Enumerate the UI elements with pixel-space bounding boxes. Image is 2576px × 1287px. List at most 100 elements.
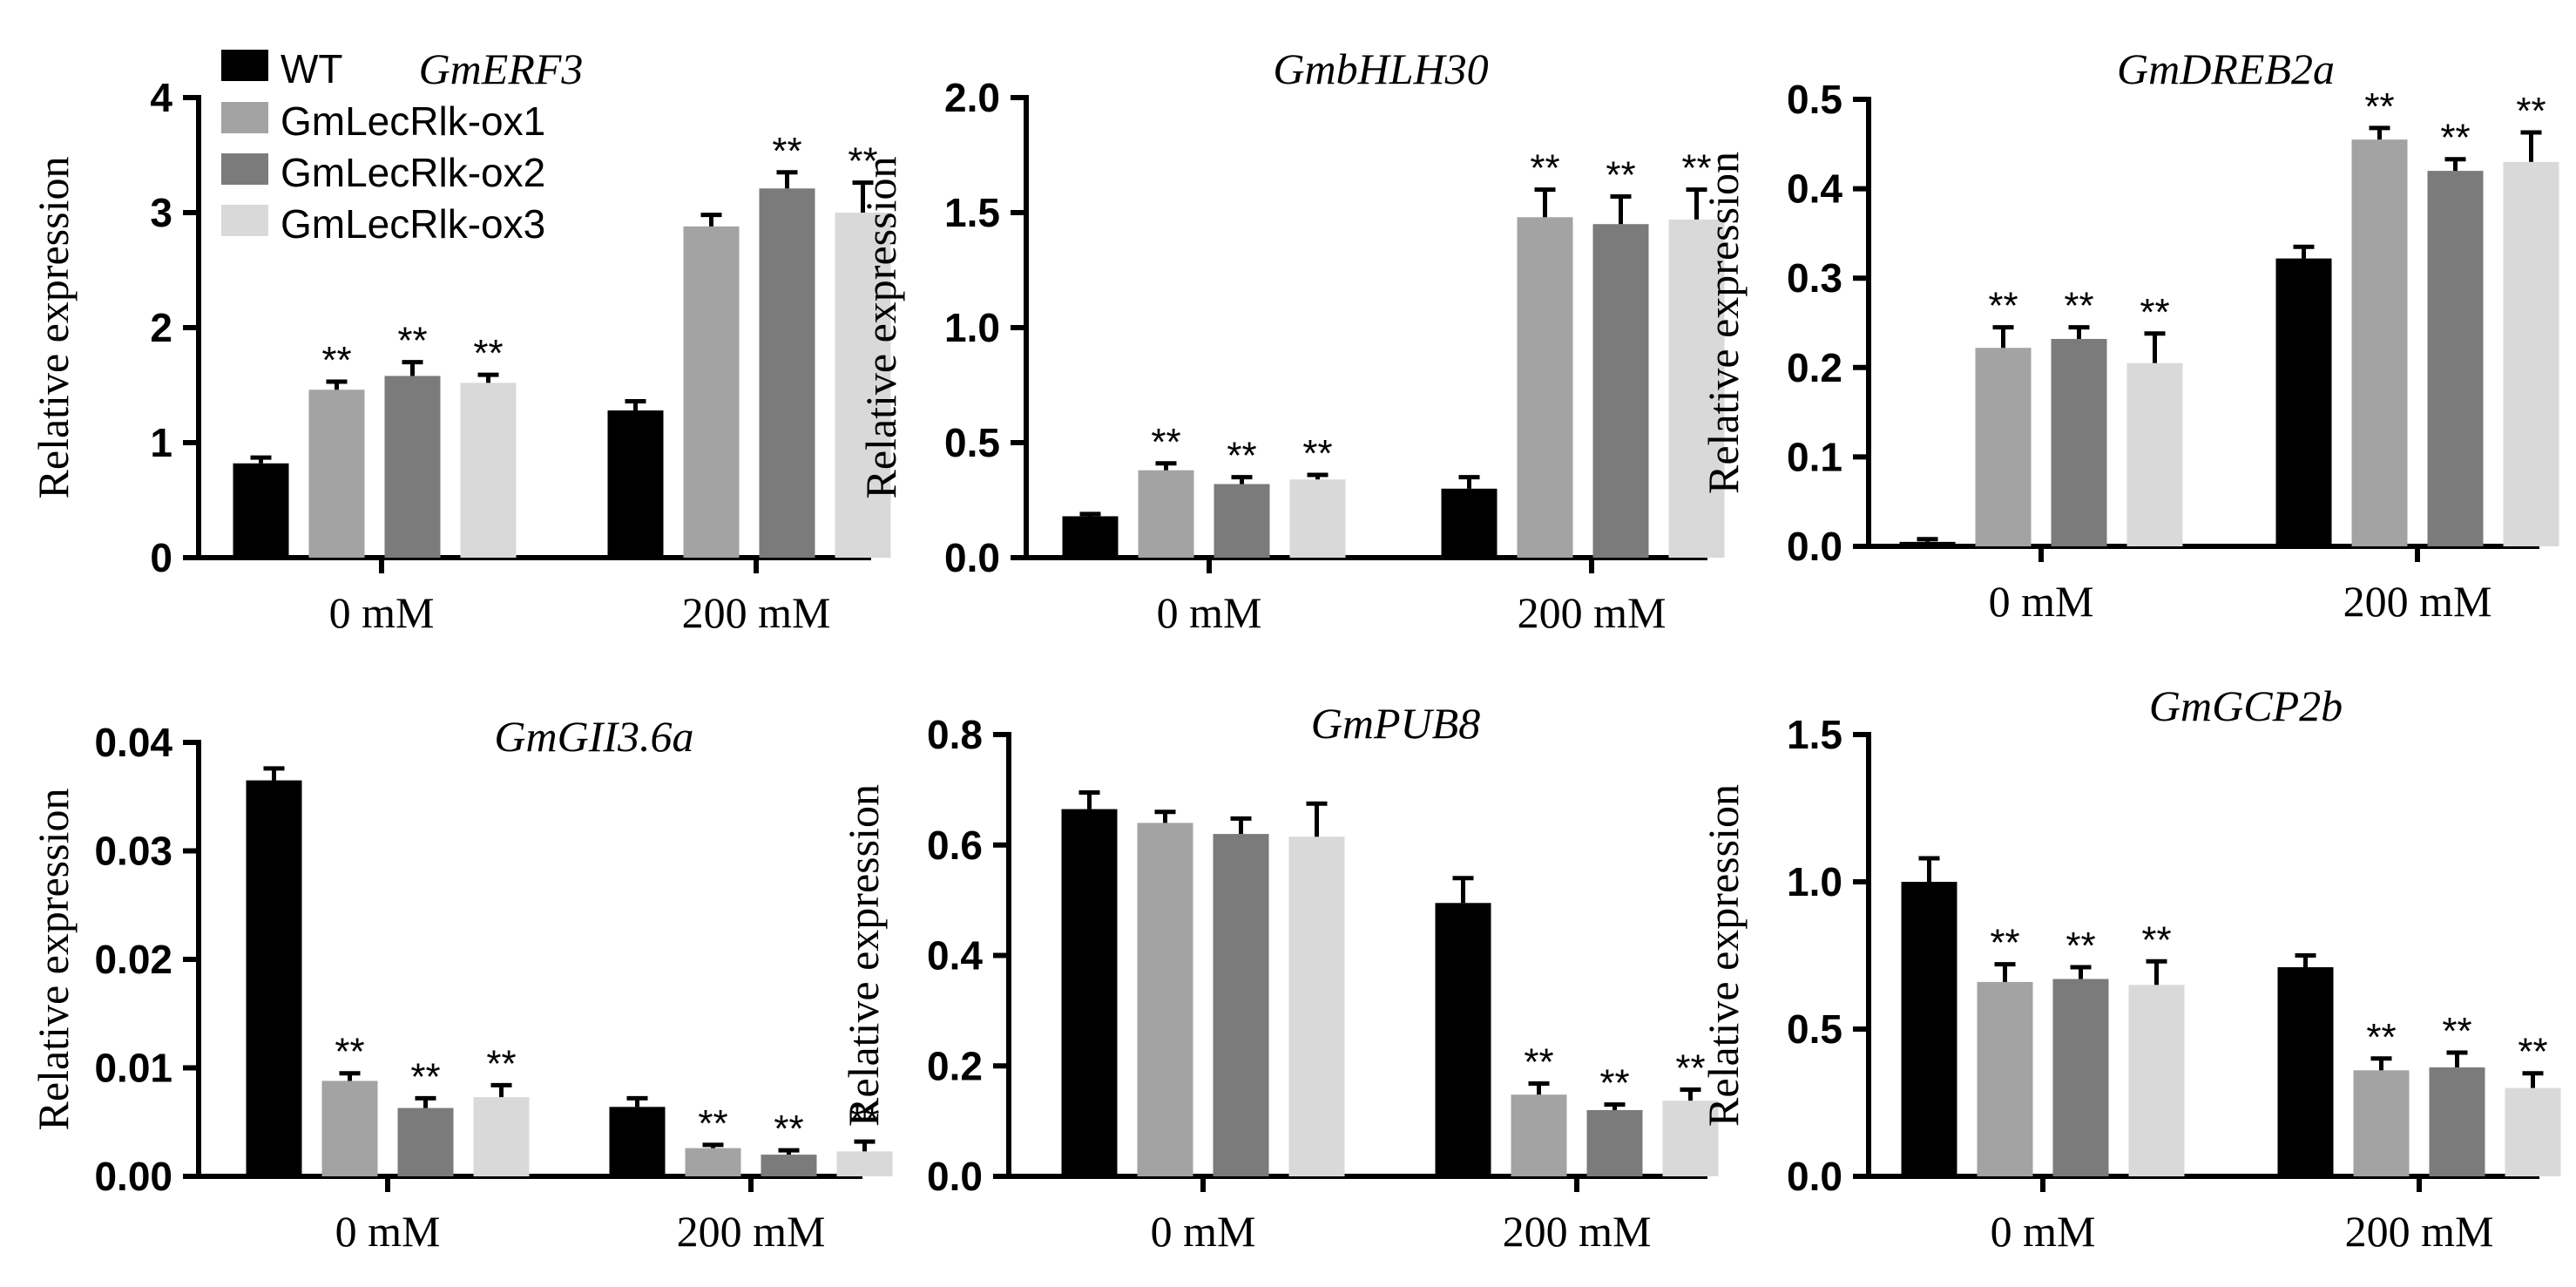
significance-mark: ** bbox=[2516, 90, 2546, 132]
bar-GmLecRlk-ox3-0 mM bbox=[2128, 985, 2185, 1176]
significance-mark: ** bbox=[2141, 918, 2171, 961]
legend-swatch bbox=[221, 153, 268, 185]
legend: WT GmLecRlk-ox1 GmLecRlk-ox2 GmLecRlk-ox3 bbox=[221, 46, 545, 247]
chart-panel-GmPUB8: 0.0 0.2 0.4 0.6 0.8 0 mM 200 mM Relative expres… bbox=[839, 699, 1719, 1256]
significance-mark: ** bbox=[2066, 925, 2095, 967]
bar-GmLecRlk-ox1-0 mM bbox=[1138, 470, 1194, 558]
y-tick-label: 0 bbox=[150, 535, 172, 580]
y-tick-label: 0.1 bbox=[1787, 434, 1842, 479]
y-tick-label: 0.04 bbox=[94, 720, 172, 765]
y-tick-label: 1.0 bbox=[944, 305, 1000, 350]
x-tick-label: 0 mM bbox=[1991, 1207, 2096, 1256]
bar-GmLecRlk-ox3-0 mM bbox=[460, 383, 517, 558]
y-tick-label: 0.5 bbox=[944, 420, 1000, 465]
significance-mark: ** bbox=[774, 1107, 803, 1150]
significance-mark: ** bbox=[1606, 154, 1635, 197]
bar-WT-200 mM bbox=[1441, 488, 1498, 558]
chart-panel-GmGII3.6a: 0.00 0.01 0.02 0.03 0.04 0 mM 200 mM Relative e… bbox=[29, 712, 893, 1256]
y-tick-label: 0.03 bbox=[94, 829, 172, 874]
bar-GmLecRlk-ox1-200 mM bbox=[1517, 217, 1573, 558]
significance-mark: ** bbox=[1530, 147, 1559, 190]
bar-GmLecRlk-ox2-0 mM bbox=[1213, 834, 1269, 1176]
x-tick-label: 0 mM bbox=[329, 588, 435, 637]
bar-GmLecRlk-ox3-200 mM bbox=[2505, 1087, 2561, 1176]
bar-WT-200 mM bbox=[2277, 967, 2334, 1176]
x-tick-label: 0 mM bbox=[335, 1207, 441, 1256]
significance-mark: ** bbox=[1302, 432, 1332, 475]
y-axis-label: Relative expression bbox=[856, 157, 905, 499]
y-tick-label: 0.01 bbox=[94, 1046, 172, 1091]
y-axis-label: Relative expression bbox=[839, 784, 888, 1127]
significance-mark: ** bbox=[2140, 291, 2169, 334]
chart-panel-GmDREB2a: 0.0 0.1 0.2 0.3 0.4 0.5 0 mM 200 mM Relative exp… bbox=[1699, 44, 2559, 626]
bar-WT-200 mM bbox=[2275, 258, 2332, 546]
significance-mark: ** bbox=[1151, 421, 1180, 464]
bar-GmLecRlk-ox2-200 mM bbox=[2427, 171, 2484, 546]
y-tick-label: 3 bbox=[150, 190, 172, 235]
significance-mark: ** bbox=[1988, 285, 2018, 328]
significance-mark: ** bbox=[1599, 1062, 1629, 1105]
bar-GmLecRlk-ox1-200 mM bbox=[685, 1148, 741, 1176]
significance-mark: ** bbox=[1227, 435, 1256, 478]
y-axis-label: Relative expression bbox=[29, 789, 78, 1131]
bar-WT-0 mM bbox=[246, 780, 302, 1176]
bar-GmLecRlk-ox2-0 mM bbox=[397, 1107, 454, 1176]
significance-mark: ** bbox=[2366, 1016, 2396, 1059]
significance-mark: ** bbox=[1675, 1047, 1705, 1090]
significance-mark: ** bbox=[410, 1055, 440, 1098]
chart-panel-GmbHLH30: 0.0 0.5 1.0 1.5 2.0 0 mM 200 mM Relative expres… bbox=[856, 44, 1725, 637]
bar-GmLecRlk-ox1-0 mM bbox=[321, 1080, 378, 1176]
legend-label: GmLecRlk-ox2 bbox=[281, 150, 545, 195]
chart-title: GmbHLH30 bbox=[1273, 44, 1488, 93]
y-tick-label: 0.0 bbox=[927, 1154, 983, 1199]
x-tick-label: 0 mM bbox=[1157, 588, 1262, 637]
bar-GmLecRlk-ox1-0 mM bbox=[1975, 348, 2032, 546]
legend-item: WT bbox=[221, 46, 343, 91]
x-tick-label: 0 mM bbox=[1151, 1207, 1256, 1256]
chart-title: GmDREB2a bbox=[2117, 44, 2335, 93]
chart-title: GmERF3 bbox=[419, 44, 584, 93]
significance-mark: ** bbox=[397, 320, 427, 362]
bar-GmLecRlk-ox3-200 mM bbox=[835, 213, 891, 558]
bar-WT-200 mM bbox=[609, 1107, 666, 1176]
bar-GmLecRlk-ox1-200 mM bbox=[2351, 139, 2408, 547]
bar-GmLecRlk-ox1-0 mM bbox=[1977, 981, 2033, 1176]
bar-GmLecRlk-ox2-0 mM bbox=[384, 376, 441, 558]
significance-mark: ** bbox=[1524, 1041, 1553, 1084]
y-tick-label: 0.8 bbox=[927, 712, 983, 757]
y-tick-label: 2 bbox=[150, 305, 172, 350]
y-tick-label: 0.00 bbox=[94, 1154, 172, 1199]
x-tick-label: 0 mM bbox=[1989, 577, 2094, 626]
chart-title: GmGII3.6a bbox=[494, 712, 693, 761]
chart-title: GmPUB8 bbox=[1311, 699, 1480, 748]
x-tick-label: 200 mM bbox=[1518, 588, 1667, 637]
y-tick-label: 2.0 bbox=[944, 75, 1000, 120]
bar-WT-200 mM bbox=[607, 410, 664, 558]
y-tick-label: 0.2 bbox=[1787, 345, 1842, 390]
bar-GmLecRlk-ox3-0 mM bbox=[2126, 362, 2183, 546]
significance-mark: ** bbox=[849, 1099, 879, 1141]
legend-item: GmLecRlk-ox3 bbox=[221, 201, 545, 247]
bar-GmLecRlk-ox1-200 mM bbox=[1511, 1094, 1567, 1176]
y-tick-label: 0.2 bbox=[927, 1043, 983, 1088]
bar-GmLecRlk-ox3-0 mM bbox=[1288, 837, 1345, 1176]
bar-WT-0 mM bbox=[233, 463, 289, 558]
significance-mark: ** bbox=[2440, 117, 2470, 159]
y-tick-label: 0.4 bbox=[927, 933, 983, 979]
significance-mark: ** bbox=[772, 130, 801, 173]
y-axis-label: Relative expression bbox=[29, 157, 78, 499]
x-tick-label: 200 mM bbox=[2343, 577, 2492, 626]
bar-GmLecRlk-ox2-200 mM bbox=[1592, 224, 1649, 558]
bar-GmLecRlk-ox1-200 mM bbox=[683, 226, 740, 558]
x-tick-label: 200 mM bbox=[682, 588, 831, 637]
significance-mark: ** bbox=[335, 1031, 364, 1074]
y-tick-label: 0.5 bbox=[1787, 77, 1842, 122]
significance-mark: ** bbox=[486, 1042, 516, 1085]
y-tick-label: 0.0 bbox=[944, 535, 1000, 580]
bar-WT-0 mM bbox=[1899, 541, 1956, 546]
legend-label: WT bbox=[281, 46, 343, 91]
y-tick-label: 4 bbox=[150, 75, 172, 120]
bar-GmLecRlk-ox3-200 mM bbox=[836, 1151, 893, 1176]
bar-GmLecRlk-ox3-0 mM bbox=[1289, 479, 1346, 558]
